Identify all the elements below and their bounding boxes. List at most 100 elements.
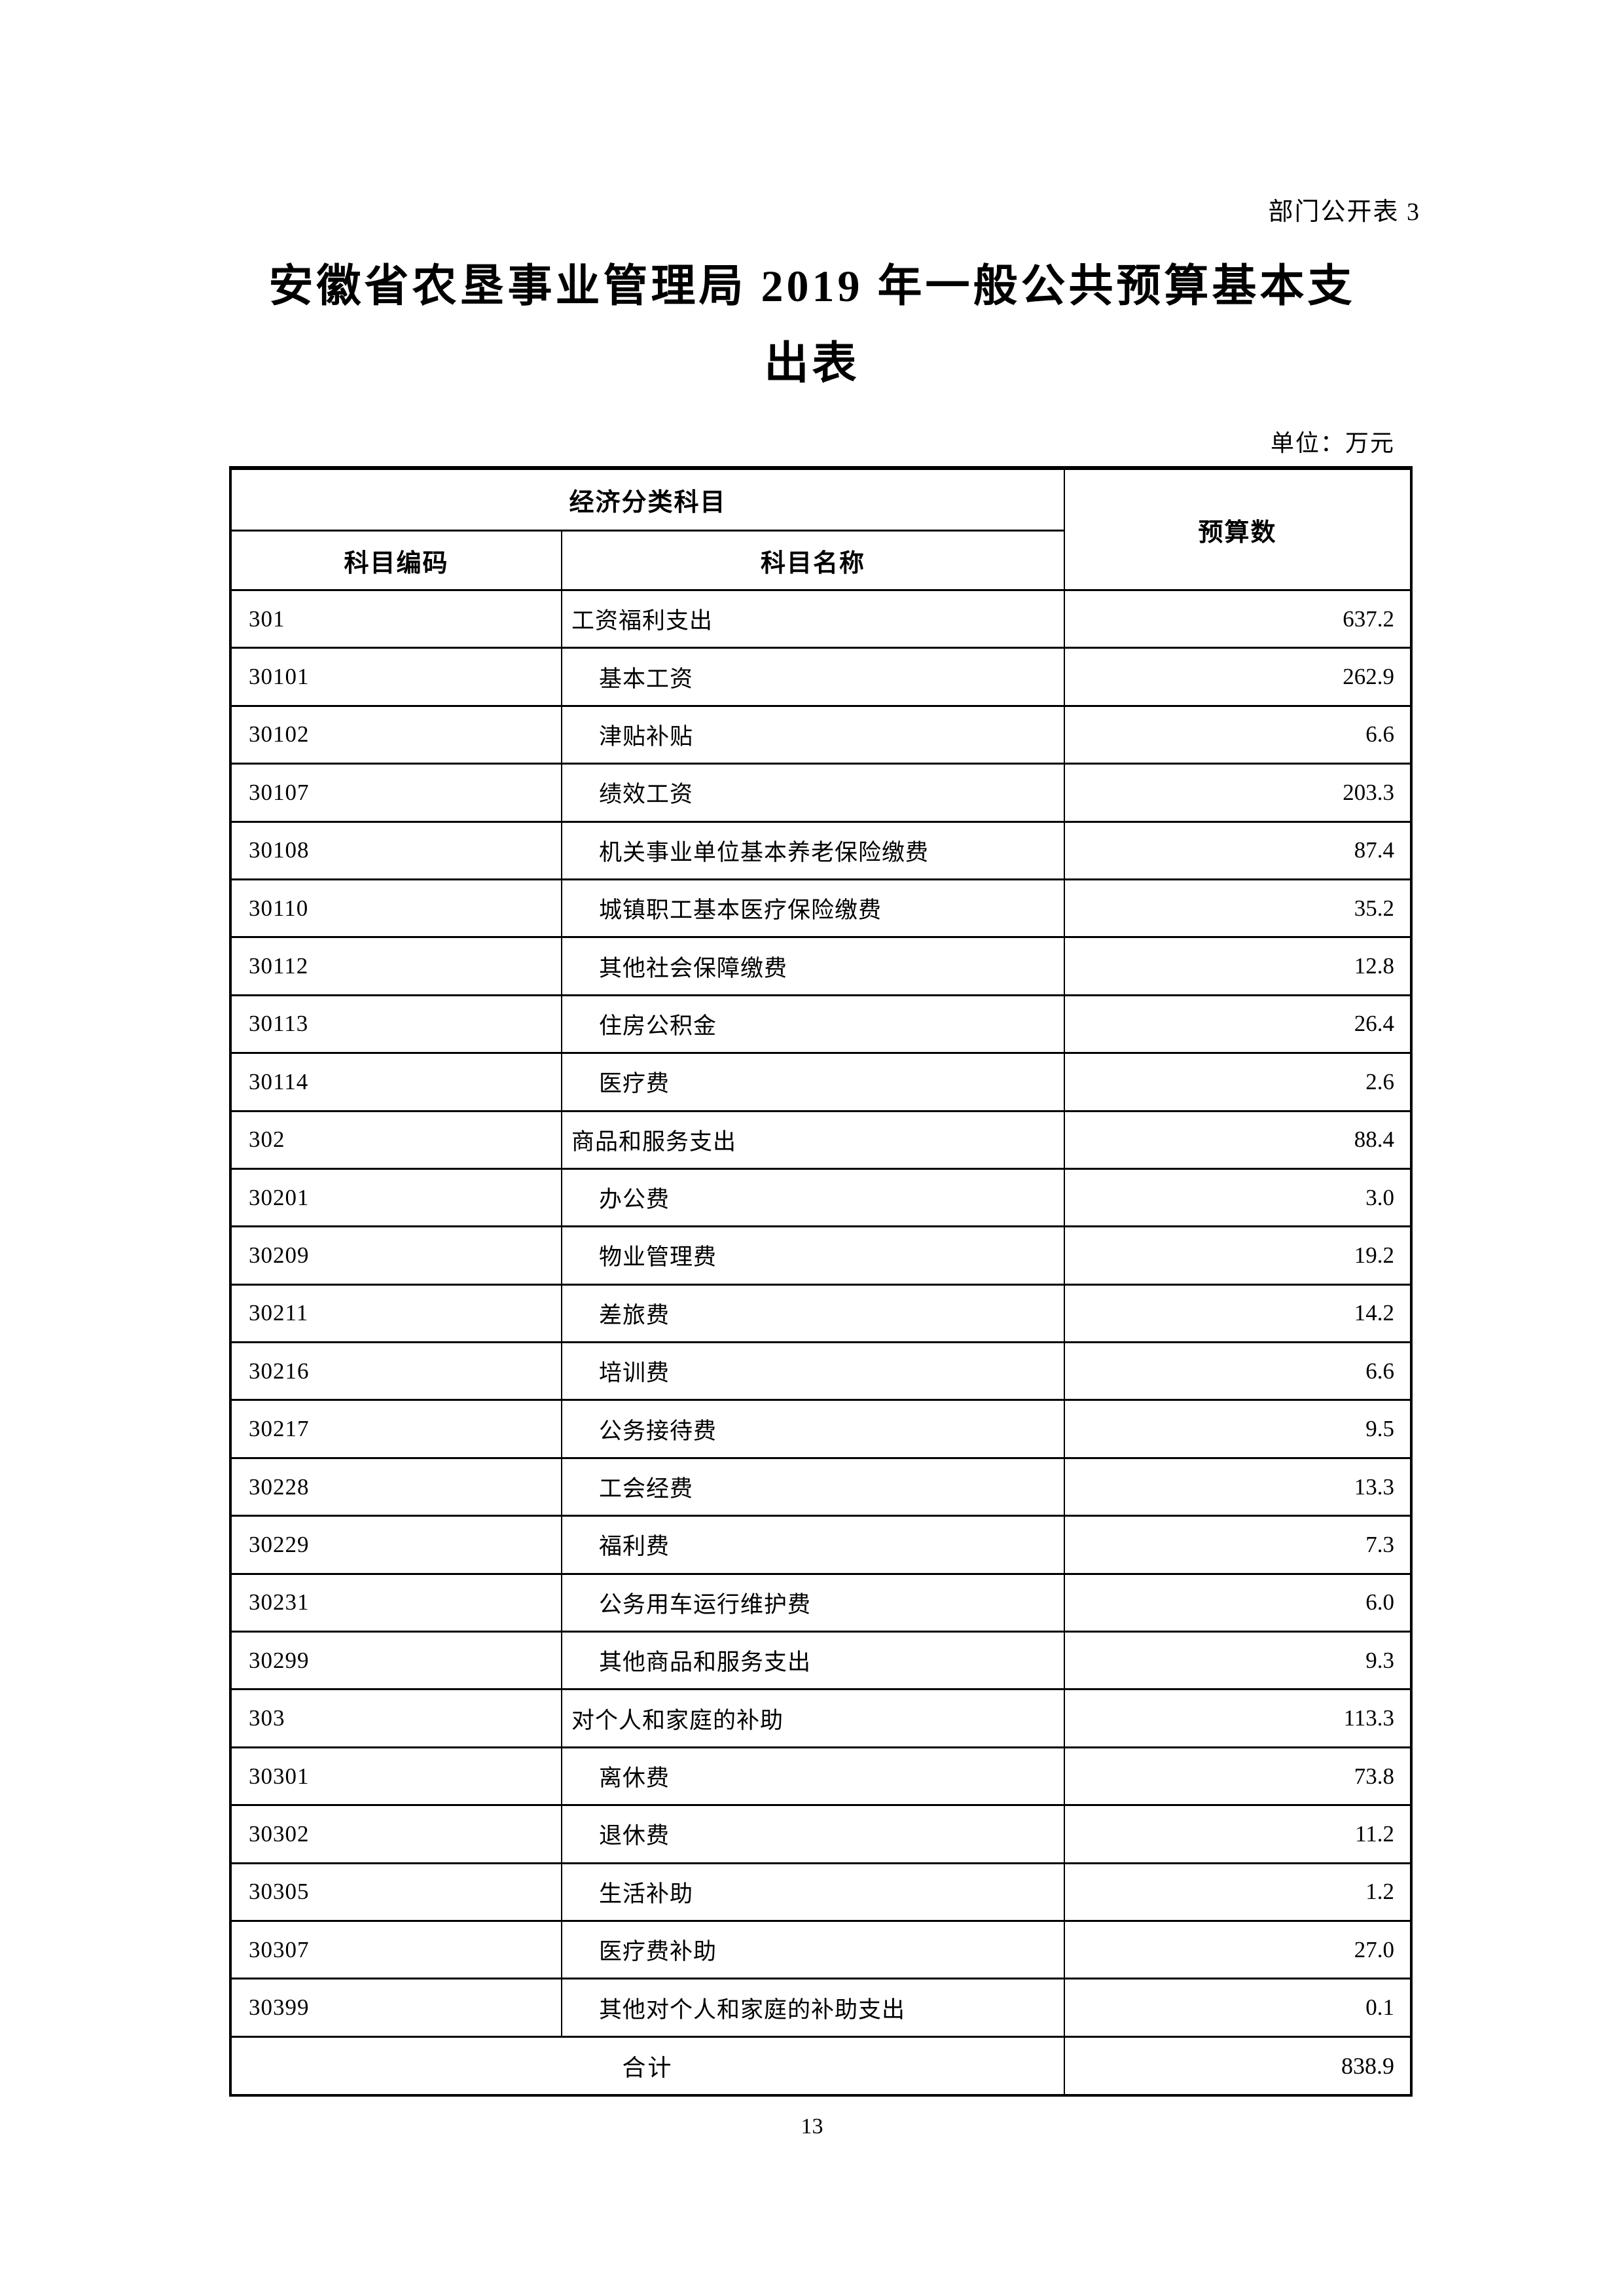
table-row: 30114 医疗费 2.6 (230, 1052, 1413, 1112)
row-code: 301 (230, 588, 562, 649)
row-code: 30102 (230, 704, 562, 765)
row-value: 1.2 (1064, 1862, 1413, 1922)
table-row: 30112 其他社会保障缴费 12.8 (230, 936, 1413, 996)
row-value: 11.2 (1064, 1804, 1413, 1864)
table-row: 30113 住房公积金 26.4 (230, 994, 1413, 1055)
row-name: 公务用车运行维护费 (560, 1572, 1066, 1633)
row-code: 30305 (230, 1862, 562, 1922)
row-name: 其他商品和服务支出 (560, 1631, 1066, 1691)
budget-table-body: 301 工资福利支出 637.2 30101 基本工资 262.9 30102 津贴补贴 6.6… (230, 588, 1413, 2038)
row-name: 办公费 (560, 1167, 1066, 1228)
row-value: 6.0 (1064, 1572, 1413, 1633)
row-name: 基本工资 (560, 647, 1066, 707)
row-value: 9.5 (1064, 1399, 1413, 1459)
row-code: 30302 (230, 1804, 562, 1864)
header-economic-classification: 经济分类科目 (229, 467, 1066, 532)
row-code: 30399 (230, 1978, 562, 2038)
row-value: 12.8 (1064, 936, 1413, 996)
row-code: 30101 (230, 647, 562, 707)
row-value: 6.6 (1064, 1341, 1413, 1401)
row-name: 离休费 (560, 1746, 1066, 1807)
table-row: 30299 其他商品和服务支出 9.3 (230, 1631, 1413, 1691)
page-title-line-1: 安徽省农垦事业管理局 2019 年一般公共预算基本支 (268, 261, 1356, 311)
header-row-group: 经济分类科目 预算数 (229, 467, 1413, 591)
row-value: 35.2 (1064, 878, 1413, 939)
table-row: 30307 医疗费补助 27.0 (230, 1919, 1413, 1980)
table-row: 30107 绩效工资 203.3 (230, 763, 1413, 823)
row-value: 88.4 (1064, 1110, 1413, 1170)
header-subject-name: 科目名称 (560, 530, 1066, 591)
table-row: 30399 其他对个人和家庭的补助支出 0.1 (230, 1978, 1413, 2038)
row-name: 住房公积金 (560, 994, 1066, 1055)
row-name: 商品和服务支出 (560, 1110, 1066, 1170)
table-row: 30302 退休费 11.2 (230, 1804, 1413, 1864)
total-value: 838.9 (1064, 2035, 1413, 2097)
row-name: 生活补助 (560, 1862, 1066, 1922)
row-value: 637.2 (1064, 588, 1413, 649)
row-value: 2.6 (1064, 1052, 1413, 1112)
row-value: 13.3 (1064, 1456, 1413, 1517)
row-code: 30217 (230, 1399, 562, 1459)
row-code: 30307 (230, 1919, 562, 1980)
row-name: 公务接待费 (560, 1399, 1066, 1459)
table-row: 30209 物业管理费 19.2 (230, 1225, 1413, 1286)
table-row: 30217 公务接待费 9.5 (230, 1399, 1413, 1459)
row-value: 7.3 (1064, 1515, 1413, 1575)
header-row-columns: 科目编码 科目名称 (230, 530, 1411, 591)
row-code: 30216 (230, 1341, 562, 1401)
row-name: 绩效工资 (560, 763, 1066, 823)
table-row: 302 商品和服务支出 88.4 (230, 1110, 1413, 1170)
table-row: 30108 机关事业单位基本养老保险缴费 87.4 (230, 820, 1413, 880)
row-code: 30113 (230, 994, 562, 1055)
page-title: 安徽省农垦事业管理局 2019 年一般公共预算基本支 出表 (0, 247, 1624, 402)
row-value: 3.0 (1064, 1167, 1413, 1228)
row-code: 30301 (230, 1746, 562, 1807)
table-row: 301 工资福利支出 637.2 (230, 588, 1413, 649)
total-row: 合计 838.9 (229, 2035, 1413, 2097)
row-code: 302 (230, 1110, 562, 1170)
table-row: 30216 培训费 6.6 (230, 1341, 1413, 1401)
row-code: 30231 (230, 1572, 562, 1633)
row-name: 工会经费 (560, 1456, 1066, 1517)
header-budget-amount: 预算数 (1064, 467, 1413, 591)
row-value: 14.2 (1064, 1283, 1413, 1344)
table-row: 30231 公务用车运行维护费 6.0 (230, 1572, 1413, 1633)
table-row: 30229 福利费 7.3 (230, 1515, 1413, 1575)
row-code: 30110 (230, 878, 562, 939)
row-name: 其他对个人和家庭的补助支出 (560, 1978, 1066, 2038)
table-row: 30305 生活补助 1.2 (230, 1862, 1413, 1922)
table-row: 30101 基本工资 262.9 (230, 647, 1413, 707)
doc-sheet-label: 部门公开表 3 (1268, 198, 1420, 226)
row-value: 27.0 (1064, 1919, 1413, 1980)
row-name: 培训费 (560, 1341, 1066, 1401)
budget-table: 经济分类科目 预算数 科目编码 科目名称 301 工资福利支出 637.2 30101… (229, 466, 1413, 2097)
row-name: 对个人和家庭的补助 (560, 1688, 1066, 1748)
row-value: 87.4 (1064, 820, 1413, 880)
budget-table-header: 经济分类科目 预算数 科目编码 科目名称 (229, 467, 1413, 591)
table-row: 303 对个人和家庭的补助 113.3 (230, 1688, 1413, 1748)
table-row: 30110 城镇职工基本医疗保险缴费 35.2 (230, 878, 1413, 939)
row-name: 工资福利支出 (560, 588, 1066, 649)
row-value: 0.1 (1064, 1978, 1413, 2038)
table-row: 30102 津贴补贴 6.6 (230, 704, 1413, 765)
row-code: 30107 (230, 763, 562, 823)
row-code: 30299 (230, 1631, 562, 1691)
row-name: 机关事业单位基本养老保险缴费 (560, 820, 1066, 880)
unit-label: 单位：万元 (1270, 430, 1395, 456)
row-code: 30108 (230, 820, 562, 880)
row-value: 19.2 (1064, 1225, 1413, 1286)
page-title-line-2: 出表 (764, 338, 860, 388)
row-value: 203.3 (1064, 763, 1413, 823)
table-row: 30211 差旅费 14.2 (230, 1283, 1413, 1344)
row-name: 物业管理费 (560, 1225, 1066, 1286)
row-name: 其他社会保障缴费 (560, 936, 1066, 996)
row-value: 113.3 (1064, 1688, 1413, 1748)
header-subject-code: 科目编码 (230, 530, 562, 591)
row-name: 福利费 (560, 1515, 1066, 1575)
row-name: 津贴补贴 (560, 704, 1066, 765)
page-number: 13 (801, 2114, 823, 2139)
total-label: 合计 (229, 2035, 1066, 2097)
row-name: 退休费 (560, 1804, 1066, 1864)
table-row: 30228 工会经费 13.3 (230, 1456, 1413, 1517)
